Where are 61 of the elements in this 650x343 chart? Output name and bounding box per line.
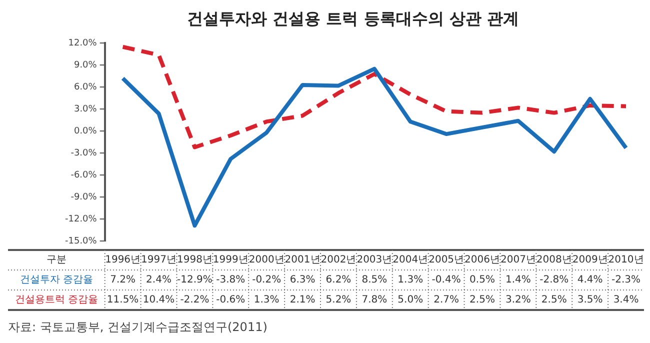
data-label: 5.0% [398, 294, 424, 306]
chart-title: 건설투자와 건설용 트럭 등록대수의 상관 관계 [187, 8, 519, 28]
y-tick-label: -15.0% [64, 236, 98, 246]
x-axis-title: 구분 [46, 254, 66, 266]
data-label: 4.4% [577, 274, 603, 286]
x-tick-label: 2005년 [428, 254, 464, 266]
data-label: 7.8% [362, 294, 388, 306]
x-tick-label: 1996년 [105, 254, 141, 266]
y-tick-label: 0.0% [74, 126, 98, 136]
data-label: 6.3% [290, 274, 316, 286]
x-tick-label: 2008년 [536, 254, 572, 266]
data-label: 3.5% [577, 294, 603, 306]
data-label: 7.2% [110, 274, 136, 286]
data-label: 6.2% [326, 274, 352, 286]
data-label: 10.4% [142, 294, 175, 306]
data-label: 3.4% [613, 294, 639, 306]
data-label: 1.3% [398, 274, 424, 286]
y-tick-label: 12.0% [68, 38, 98, 49]
data-label: 2.5% [541, 294, 567, 306]
y-tick-label: -6.0% [70, 170, 98, 180]
text: 건설투자 증감율 [20, 274, 94, 286]
x-tick-label: 1997년 [141, 254, 176, 266]
x-tick-label: 2000년 [248, 254, 284, 266]
x-tick-label: 2002년 [320, 254, 356, 266]
x-tick-label: 1998년 [176, 254, 212, 266]
y-tick-label: -3.0% [70, 148, 98, 158]
y-tick-label: 3.0% [74, 104, 98, 114]
data-label: 2.4% [146, 274, 172, 286]
y-tick-label: -12.0% [64, 214, 98, 224]
data-label: 5.2% [326, 294, 352, 306]
data-label: 11.5% [106, 294, 139, 306]
x-tick-label: 1999년 [212, 254, 248, 266]
data-label: 8.5% [362, 274, 388, 286]
x-tick-label: 2001년 [284, 254, 320, 266]
data-label: -0.2% [252, 274, 282, 286]
x-tick-label: 2003년 [356, 254, 392, 266]
line-series [120, 44, 628, 150]
data-label: -3.8% [216, 274, 246, 286]
data-label: 3.2% [505, 294, 531, 306]
data-label: 2.7% [434, 294, 460, 306]
y-tick-label: 6.0% [74, 82, 98, 92]
text: 자료: 국토교통부, 건설기계수급조절연구(2011) [8, 320, 268, 334]
data-label: 1.3% [254, 294, 280, 306]
x-tick-label: 2007년 [500, 254, 536, 266]
data-label: -12.9% [177, 274, 212, 286]
data-label: -2.2% [180, 294, 210, 306]
data-label: 0.5% [470, 274, 495, 286]
data-label: -2.8% [540, 274, 569, 286]
data-label: -0.6% [216, 294, 246, 306]
data-label: -2.3% [612, 274, 641, 286]
x-tick-label: 2009년 [572, 254, 608, 266]
y-tick-label: -9.0% [70, 192, 98, 202]
y-tick-label: 9.0% [74, 60, 98, 71]
x-tick-label: 2006년 [464, 254, 500, 266]
x-tick-label: 2010년 [608, 254, 644, 266]
data-label: 2.5% [470, 294, 495, 306]
x-tick-label: 2004년 [392, 254, 428, 266]
data-label: 2.1% [290, 294, 316, 306]
text: 건설용트럭 증감율 [14, 294, 98, 306]
data-label: 1.4% [505, 274, 531, 286]
data-label: -0.4% [432, 274, 461, 286]
